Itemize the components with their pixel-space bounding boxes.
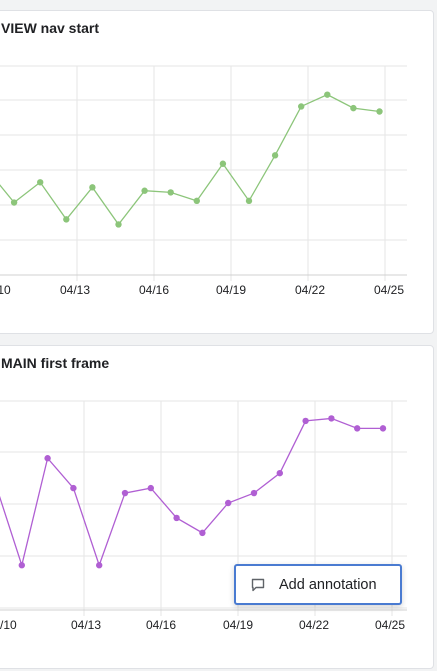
data-point[interactable] bbox=[219, 160, 227, 167]
chart-title: MAIN first frame bbox=[1, 355, 110, 371]
x-tick-label: 10 bbox=[0, 283, 11, 297]
x-tick-label: 04/22 bbox=[295, 283, 325, 297]
data-point[interactable] bbox=[225, 499, 232, 507]
data-point[interactable] bbox=[44, 455, 51, 462]
x-tick-label: 04/25 bbox=[375, 618, 405, 632]
data-point[interactable] bbox=[121, 489, 129, 497]
data-point[interactable] bbox=[96, 562, 103, 569]
x-tick-label: 04/19 bbox=[223, 618, 253, 632]
x-tick-label: 4/10 bbox=[0, 618, 17, 632]
data-point[interactable] bbox=[298, 103, 305, 110]
add-annotation-label: Add annotation bbox=[279, 576, 377, 593]
chart-view-nav-start: 10 04/13 04/16 04/19 04/22 04/25 bbox=[0, 65, 407, 297]
data-point[interactable] bbox=[10, 199, 18, 206]
chart-title: VIEW nav start bbox=[1, 20, 100, 36]
data-point[interactable] bbox=[70, 484, 77, 492]
data-point[interactable] bbox=[173, 514, 180, 522]
data-point[interactable] bbox=[18, 562, 25, 569]
series-line bbox=[0, 417, 383, 568]
x-tick-label: 04/22 bbox=[299, 618, 329, 632]
chart-main-first-frame: 4/10 04/13 04/16 04/19 04/22 04/25 bbox=[0, 400, 407, 632]
chart-card-view-nav-start: VIEW nav start 10 04/13 04/16 04/19 04/22 04/… bbox=[0, 10, 434, 334]
add-annotation-button[interactable]: Add annotation bbox=[234, 564, 402, 605]
data-point[interactable] bbox=[354, 425, 361, 432]
data-point[interactable] bbox=[199, 529, 206, 537]
data-point[interactable] bbox=[324, 91, 331, 98]
data-point[interactable] bbox=[250, 489, 258, 497]
x-tick-label: 04/19 bbox=[216, 283, 246, 297]
x-tick-label: 04/16 bbox=[146, 618, 176, 632]
data-point[interactable] bbox=[376, 108, 383, 115]
comment-icon bbox=[250, 577, 266, 593]
data-point[interactable] bbox=[379, 425, 387, 432]
data-point[interactable] bbox=[37, 179, 44, 186]
data-point[interactable] bbox=[276, 469, 283, 477]
data-point[interactable] bbox=[193, 197, 200, 205]
data-point[interactable] bbox=[141, 187, 148, 194]
data-point[interactable] bbox=[63, 216, 70, 223]
data-point[interactable] bbox=[328, 415, 335, 422]
data-point[interactable] bbox=[89, 184, 96, 191]
data-point[interactable] bbox=[350, 104, 357, 112]
x-tick-label: 04/25 bbox=[374, 283, 404, 297]
data-point[interactable] bbox=[147, 484, 154, 492]
data-point[interactable] bbox=[271, 152, 279, 159]
series-line bbox=[0, 93, 380, 226]
x-tick-label: 04/13 bbox=[60, 283, 90, 297]
chart-card-main-first-frame: MAIN first frame 4/10 04/13 04/16 04/19 04/2… bbox=[0, 345, 434, 669]
data-point[interactable] bbox=[302, 417, 309, 425]
x-tick-label: 04/13 bbox=[71, 618, 101, 632]
data-point[interactable] bbox=[167, 189, 174, 196]
data-point[interactable] bbox=[245, 197, 253, 205]
data-point[interactable] bbox=[115, 221, 122, 228]
x-tick-label: 04/16 bbox=[139, 283, 169, 297]
